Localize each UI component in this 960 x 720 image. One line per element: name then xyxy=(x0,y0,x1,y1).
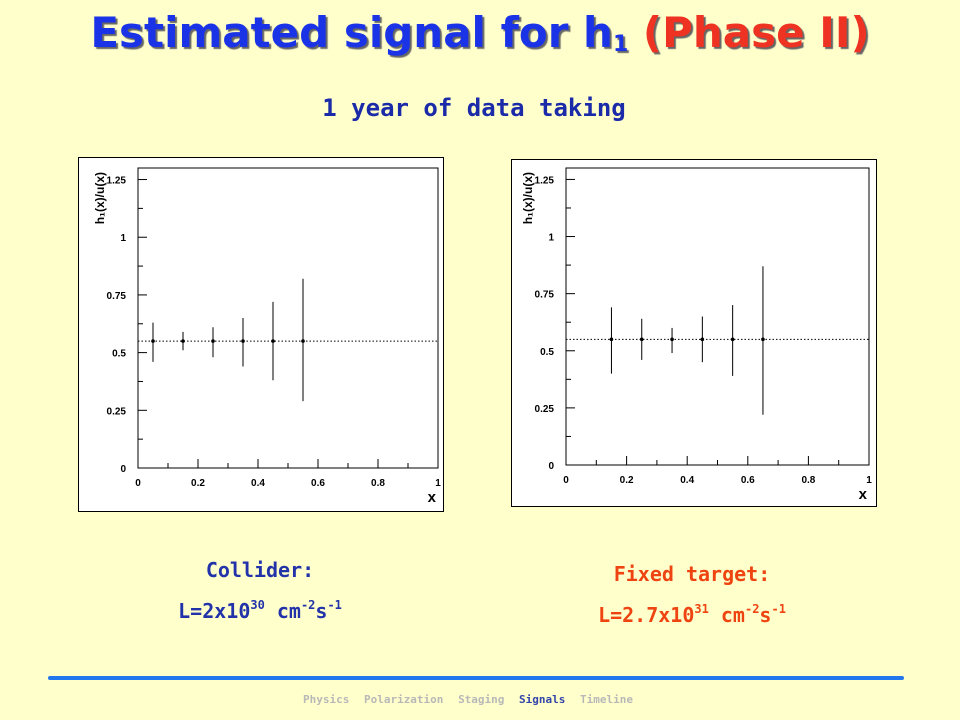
caption-collider-luminosity: L=2x1030 cm-2s-1 xyxy=(140,598,380,623)
y-tick-label: 0.25 xyxy=(535,404,555,415)
y-tick-label: 0.5 xyxy=(112,349,126,360)
chart-collider: 0 0.2 0.4 0.6 0.8 1 0 0.25 0.5 0.75 1 1.25 x h₁(x)/u(… xyxy=(93,167,441,506)
caption-collider-title: Collider: xyxy=(205,558,315,582)
data-point xyxy=(301,339,305,343)
lumi-unit-s: s xyxy=(759,603,772,627)
lumi-unit-cm: cm xyxy=(264,599,301,623)
y-tick-label: 0 xyxy=(548,461,554,472)
y-tick-label: 0 xyxy=(120,464,126,475)
y-tick-label: 0.25 xyxy=(107,406,127,417)
data-point xyxy=(761,337,765,342)
x-tick-label: 0.4 xyxy=(680,475,694,486)
data-point xyxy=(241,339,245,343)
nav-timeline[interactable]: Timeline xyxy=(580,693,634,706)
nav-signals[interactable]: Signals xyxy=(519,693,566,706)
lumi-unit-cm-exponent: -2 xyxy=(744,602,760,616)
x-tick-label: 0.6 xyxy=(311,478,325,489)
data-point xyxy=(151,339,155,343)
lumi-unit-s-exponent: -1 xyxy=(327,598,342,612)
title-main: Estimated signal for h xyxy=(90,8,613,57)
lumi-unit-cm: cm xyxy=(708,603,745,627)
y-tick-label: 0.75 xyxy=(535,290,555,301)
y-axis-label: h₁(x)/u(x) xyxy=(93,172,107,224)
title-phase: (Phase II) xyxy=(642,8,870,57)
x-tick-label: 0.2 xyxy=(191,478,205,489)
x-tick-label: 0.8 xyxy=(801,475,815,486)
caption-fixed-target-title: Fixed target: xyxy=(613,562,771,586)
x-tick-label: 0 xyxy=(135,478,141,489)
nav-physics[interactable]: Physics xyxy=(302,693,350,706)
slide-subtitle: 1 year of data taking xyxy=(322,94,626,122)
y-tick-label: 0.5 xyxy=(540,347,554,358)
x-tick-label: 1 xyxy=(435,478,441,489)
data-point xyxy=(670,337,674,342)
data-point xyxy=(181,339,185,343)
x-tick-label: 0.6 xyxy=(741,475,755,486)
plot-frame xyxy=(137,167,439,469)
x-tick-label: 0.2 xyxy=(620,475,634,486)
x-tick-label: 0.4 xyxy=(251,478,265,489)
footer-divider xyxy=(48,676,904,680)
caption-fixed-target-luminosity: L=2.7x1031 cm-2s-1 xyxy=(562,602,822,627)
lumi-unit-s-exponent: -1 xyxy=(771,602,786,616)
data-point xyxy=(211,339,215,343)
lumi-unit-cm-exponent: -2 xyxy=(300,598,316,612)
x-tick-label: 0 xyxy=(563,475,569,486)
data-point xyxy=(609,337,614,342)
y-axis-label: h₁(x)/u(x) xyxy=(521,172,535,224)
lumi-prefix: L=2.7x10 xyxy=(598,603,695,627)
chart-panel-fixed-target: 0 0.2 0.4 0.6 0.8 1 0 0.25 0.5 0.75 1 1.25 x h₁(x)/u(… xyxy=(511,159,877,507)
lumi-unit-s: s xyxy=(315,599,328,623)
data-point xyxy=(271,339,275,343)
y-tick-label: 0.75 xyxy=(107,291,127,302)
nav-polarization[interactable]: Polarization xyxy=(363,693,444,706)
x-tick-label: 1 xyxy=(866,475,872,486)
y-tick-label: 1.25 xyxy=(535,175,555,186)
nav-staging[interactable]: Staging xyxy=(458,693,505,706)
y-tick-label: 1 xyxy=(120,233,126,244)
slide-title: Estimated signal for h1 (Phase II) xyxy=(0,8,960,57)
chart-panel-collider: 0 0.2 0.4 0.6 0.8 1 0 0.25 0.5 0.75 1 1.25 x h₁(x)/u(… xyxy=(78,157,444,512)
title-subscript: 1 xyxy=(612,32,629,57)
chart-fixed-target: 0 0.2 0.4 0.6 0.8 1 0 0.25 0.5 0.75 1 1.25 x h₁(x)/u(… xyxy=(521,167,872,503)
y-tick-label: 1.25 xyxy=(107,176,127,187)
caption-collider: Collider: L=2x1030 cm-2s-1 xyxy=(140,558,380,623)
data-point xyxy=(639,337,644,342)
x-tick-label: 0.8 xyxy=(371,478,385,489)
footer-nav: Physics Polarization Staging Signals Tim… xyxy=(0,693,936,706)
x-axis-label: x xyxy=(859,486,868,503)
y-tick-label: 1 xyxy=(548,233,554,244)
data-point xyxy=(730,337,735,342)
x-axis-label: x xyxy=(428,489,437,506)
caption-fixed-target: Fixed target: L=2.7x1031 cm-2s-1 xyxy=(562,562,822,627)
lumi-exponent: 30 xyxy=(250,598,265,612)
lumi-prefix: L=2x10 xyxy=(178,599,251,623)
lumi-exponent: 31 xyxy=(694,602,709,616)
data-point xyxy=(700,337,705,342)
